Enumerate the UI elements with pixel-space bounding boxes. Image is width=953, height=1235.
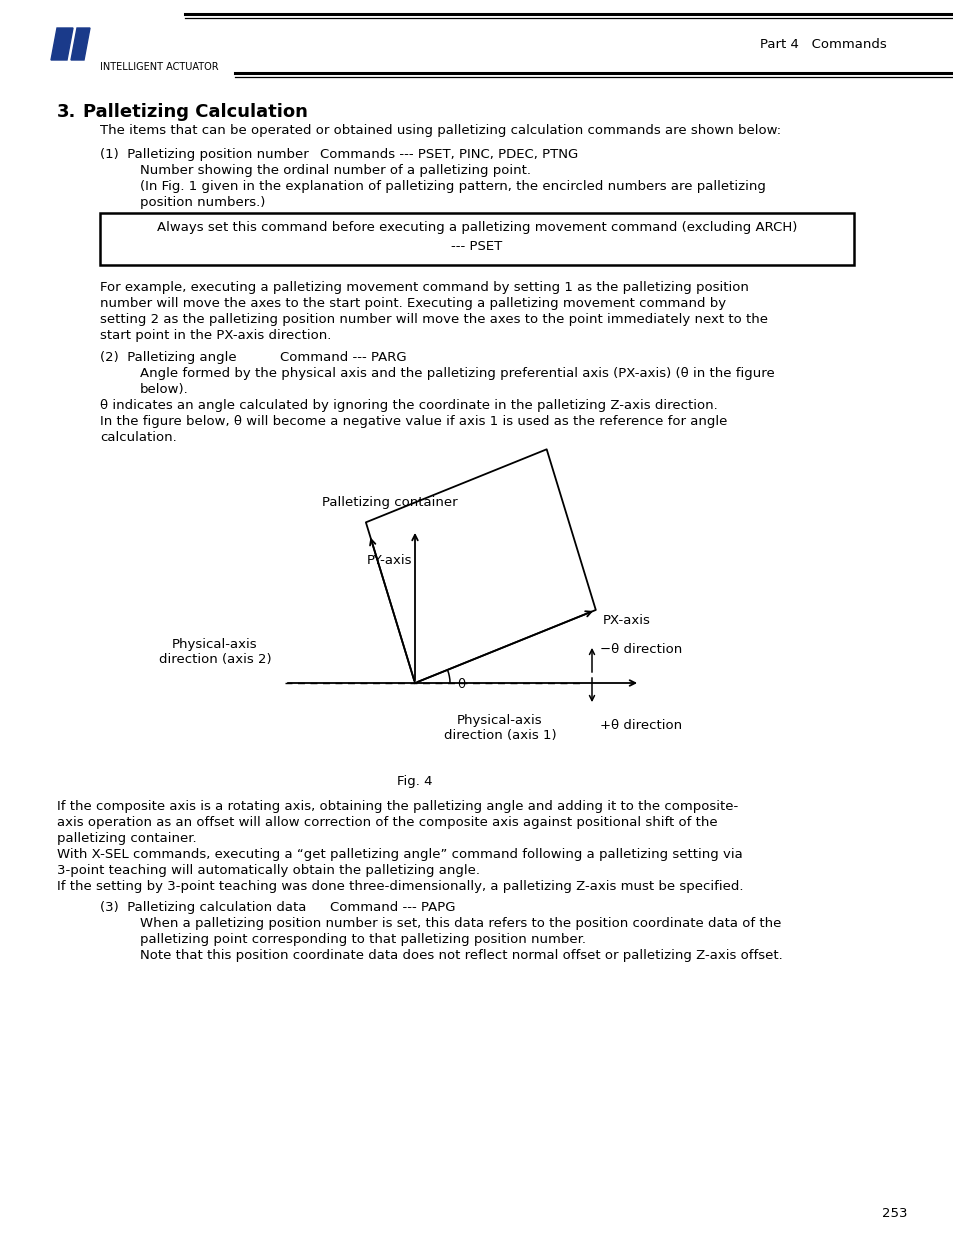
Bar: [100, 212, 853, 266]
Text: θ: θ: [456, 678, 465, 692]
Text: Part 4   Commands: Part 4 Commands: [760, 38, 886, 51]
Text: (1)  Palletizing position number: (1) Palletizing position number: [100, 148, 309, 161]
Text: Angle formed by the physical axis and the palletizing preferential axis (PX-axis: Angle formed by the physical axis and th…: [140, 367, 774, 380]
Text: Note that this position coordinate data does not reflect normal offset or pallet: Note that this position coordinate data …: [140, 948, 781, 962]
Text: 3-point teaching will automatically obtain the palletizing angle.: 3-point teaching will automatically obta…: [57, 864, 479, 877]
Text: 253: 253: [882, 1207, 907, 1220]
Text: For example, executing a palletizing movement command by setting 1 as the pallet: For example, executing a palletizing mov…: [100, 282, 748, 294]
Text: setting 2 as the palletizing position number will move the axes to the point imm: setting 2 as the palletizing position nu…: [100, 312, 767, 326]
Polygon shape: [71, 28, 90, 61]
Text: With X-SEL commands, executing a “get palletizing angle” command following a pal: With X-SEL commands, executing a “get pa…: [57, 848, 742, 861]
Text: Number showing the ordinal number of a palletizing point.: Number showing the ordinal number of a p…: [140, 164, 531, 177]
Text: If the setting by 3-point teaching was done three-dimensionally, a palletizing Z: If the setting by 3-point teaching was d…: [57, 881, 742, 893]
Text: --- PSET: --- PSET: [451, 240, 502, 253]
Text: Commands --- PSET, PINC, PDEC, PTNG: Commands --- PSET, PINC, PDEC, PTNG: [319, 148, 578, 161]
Text: θ indicates an angle calculated by ignoring the coordinate in the palletizing Z-: θ indicates an angle calculated by ignor…: [100, 399, 717, 412]
Text: PY-axis: PY-axis: [367, 555, 412, 567]
Text: When a palletizing position number is set, this data refers to the position coor: When a palletizing position number is se…: [140, 918, 781, 930]
Text: Command --- PAPG: Command --- PAPG: [330, 902, 455, 914]
Text: Physical-axis
direction (axis 2): Physical-axis direction (axis 2): [158, 638, 271, 666]
Text: INTELLIGENT ACTUATOR: INTELLIGENT ACTUATOR: [100, 62, 218, 72]
Text: In the figure below, θ will become a negative value if axis 1 is used as the ref: In the figure below, θ will become a neg…: [100, 415, 726, 429]
Polygon shape: [51, 28, 73, 61]
Text: +θ direction: +θ direction: [599, 719, 681, 732]
Text: Always set this command before executing a palletizing movement command (excludi: Always set this command before executing…: [156, 221, 797, 233]
Text: The items that can be operated or obtained using palletizing calculation command: The items that can be operated or obtain…: [100, 124, 781, 137]
Text: start point in the PX-axis direction.: start point in the PX-axis direction.: [100, 329, 331, 342]
Text: position numbers.): position numbers.): [140, 196, 265, 209]
Text: (2)  Palletizing angle: (2) Palletizing angle: [100, 351, 236, 364]
Text: Palletizing Calculation: Palletizing Calculation: [83, 103, 308, 121]
Text: palletizing point corresponding to that palletizing position number.: palletizing point corresponding to that …: [140, 932, 585, 946]
Text: (3)  Palletizing calculation data: (3) Palletizing calculation data: [100, 902, 306, 914]
Text: (In Fig. 1 given in the explanation of palletizing pattern, the encircled number: (In Fig. 1 given in the explanation of p…: [140, 180, 765, 193]
Text: Palletizing container: Palletizing container: [322, 496, 457, 509]
Text: −θ direction: −θ direction: [599, 643, 681, 656]
Text: Physical-axis
direction (axis 1): Physical-axis direction (axis 1): [443, 714, 556, 742]
Text: number will move the axes to the start point. Executing a palletizing movement c: number will move the axes to the start p…: [100, 296, 725, 310]
Text: PX-axis: PX-axis: [602, 614, 650, 627]
Text: palletizing container.: palletizing container.: [57, 832, 196, 845]
Text: 3.: 3.: [57, 103, 76, 121]
Text: axis operation as an offset will allow correction of the composite axis against : axis operation as an offset will allow c…: [57, 816, 717, 829]
Text: Fig. 4: Fig. 4: [396, 776, 433, 788]
Text: below).: below).: [140, 383, 189, 396]
Text: calculation.: calculation.: [100, 431, 176, 445]
Text: If the composite axis is a rotating axis, obtaining the palletizing angle and ad: If the composite axis is a rotating axis…: [57, 800, 738, 813]
Text: Command --- PARG: Command --- PARG: [280, 351, 406, 364]
